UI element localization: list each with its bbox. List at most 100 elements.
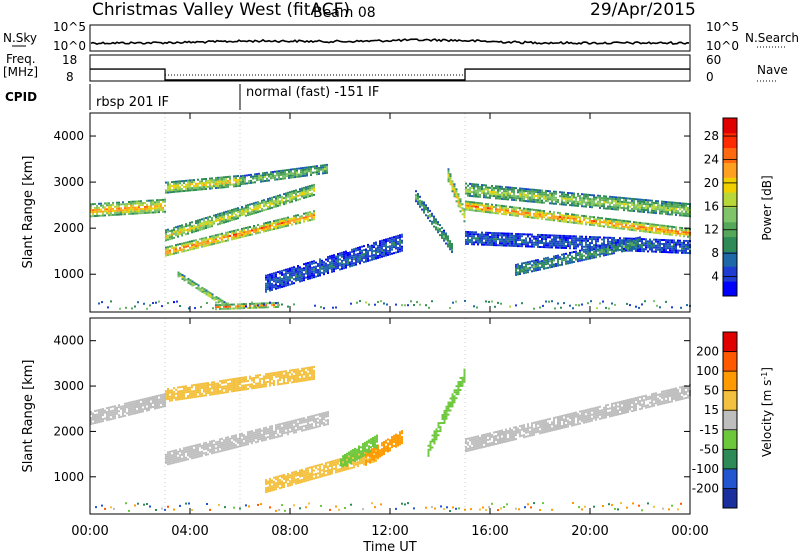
heatmap-cell: [229, 217, 231, 220]
heatmap-cell: [203, 241, 205, 244]
heatmap-cell: [547, 200, 549, 203]
heatmap-cell: [669, 247, 671, 250]
heatmap-cell: [173, 228, 175, 231]
heatmap-cell: [571, 196, 573, 199]
heatmap-cell: [635, 206, 637, 209]
heatmap-cell: [497, 185, 499, 188]
heatmap-cell: [179, 456, 181, 459]
heatmap-cell: [291, 272, 293, 275]
heatmap-cell: [100, 204, 102, 207]
heatmap-cell: [167, 234, 169, 237]
heatmap-cell: [302, 173, 304, 175]
heatmap-cell: [317, 275, 319, 277]
heatmap-cell: [231, 183, 233, 186]
heatmap-cell: [165, 237, 167, 240]
heatmap-cell: [311, 274, 313, 277]
heatmap-cell: [379, 242, 381, 245]
heatmap-cell: [565, 203, 567, 206]
heatmap-cell: [270, 175, 272, 178]
heatmap-cell: [281, 434, 283, 437]
heatmap-cell: [213, 240, 215, 243]
heatmap-cell: [134, 406, 136, 409]
heatmap-cell: [197, 445, 199, 448]
heatmap-cell: [333, 264, 335, 267]
heatmap-cell: [685, 210, 687, 213]
heatmap-cell: [469, 182, 471, 185]
heatmap-cell: [401, 249, 403, 252]
heatmap-cell: [273, 286, 275, 289]
heatmap-cell: [374, 303, 376, 306]
heatmap-cell: [587, 243, 589, 246]
heatmap-cell: [146, 199, 148, 202]
heatmap-cell: [283, 201, 285, 204]
heatmap-cell: [189, 453, 191, 456]
heatmap-cell: [659, 306, 661, 309]
heatmap-cell: [183, 275, 186, 278]
heatmap-cell: [333, 260, 335, 263]
heatmap-cell: [283, 273, 285, 276]
heatmap-cell: [583, 197, 585, 200]
heatmap-cell: [611, 236, 613, 239]
heatmap-cell: [265, 208, 267, 211]
heatmap-cell: [235, 213, 237, 216]
heatmap-cell: [144, 405, 146, 408]
heatmap-cell: [189, 283, 192, 286]
heatmap-cell: [475, 241, 477, 244]
heatmap-cell: [173, 252, 175, 255]
heatmap-cell: [577, 254, 579, 257]
heatmap-cell: [499, 232, 501, 235]
heatmap-cell: [167, 250, 169, 253]
heatmap-cell: [487, 209, 489, 212]
heatmap-cell: [667, 201, 669, 204]
heatmap-cell: [267, 206, 269, 208]
heatmap-cell: [158, 209, 160, 212]
heatmap-cell: [587, 257, 589, 260]
heatmap-cell: [619, 221, 621, 224]
heatmap-cell: [162, 399, 164, 402]
heatmap-cell: [475, 201, 477, 204]
heatmap-cell: [619, 248, 621, 251]
heatmap-cell: [603, 207, 605, 210]
heatmap-cell: [567, 245, 569, 248]
heatmap-cell: [187, 232, 189, 235]
heatmap-cell: [177, 275, 180, 278]
heatmap-cell: [633, 247, 635, 250]
heatmap-cell: [311, 266, 313, 269]
heatmap-cell: [541, 191, 543, 194]
heatmap-cell: [303, 194, 305, 197]
heatmap-cell: [289, 201, 291, 204]
heatmap-cell: [657, 248, 659, 251]
heatmap-cell: [249, 438, 251, 441]
heatmap-cell: [259, 206, 261, 209]
heatmap-cell: [625, 243, 627, 246]
heatmap-cell: [279, 280, 281, 283]
heatmap-cell: [491, 244, 493, 246]
heatmap-cell: [191, 242, 193, 245]
heatmap-cell: [271, 274, 273, 277]
heatmap-cell: [677, 212, 679, 215]
heatmap-cell: [134, 212, 136, 215]
heatmap-cell: [175, 248, 177, 251]
heatmap-cell: [513, 189, 515, 191]
heatmap-cell: [537, 199, 539, 202]
heatmap-cell: [243, 442, 245, 445]
heatmap-cell: [237, 207, 239, 210]
heatmap-cell: [527, 263, 529, 266]
heatmap-cell: [265, 202, 267, 205]
heatmap-cell: [197, 186, 199, 189]
heatmap-cell: [473, 201, 475, 204]
heatmap-cell: [341, 263, 343, 266]
heatmap-cell: [201, 222, 203, 225]
heatmap-cell: [551, 300, 553, 303]
heatmap-cell: [223, 219, 225, 222]
heatmap-cell: [555, 242, 557, 245]
heatmap-cell: [521, 302, 523, 305]
heatmap-cell: [175, 459, 177, 462]
heatmap-cell: [229, 211, 231, 214]
heatmap-cell: [495, 195, 497, 198]
heatmap-cell: [605, 207, 607, 210]
heatmap-cell: [581, 249, 583, 252]
heatmap-cell: [250, 173, 252, 176]
heatmap-cell: [533, 200, 535, 203]
heatmap-cell: [189, 179, 191, 182]
